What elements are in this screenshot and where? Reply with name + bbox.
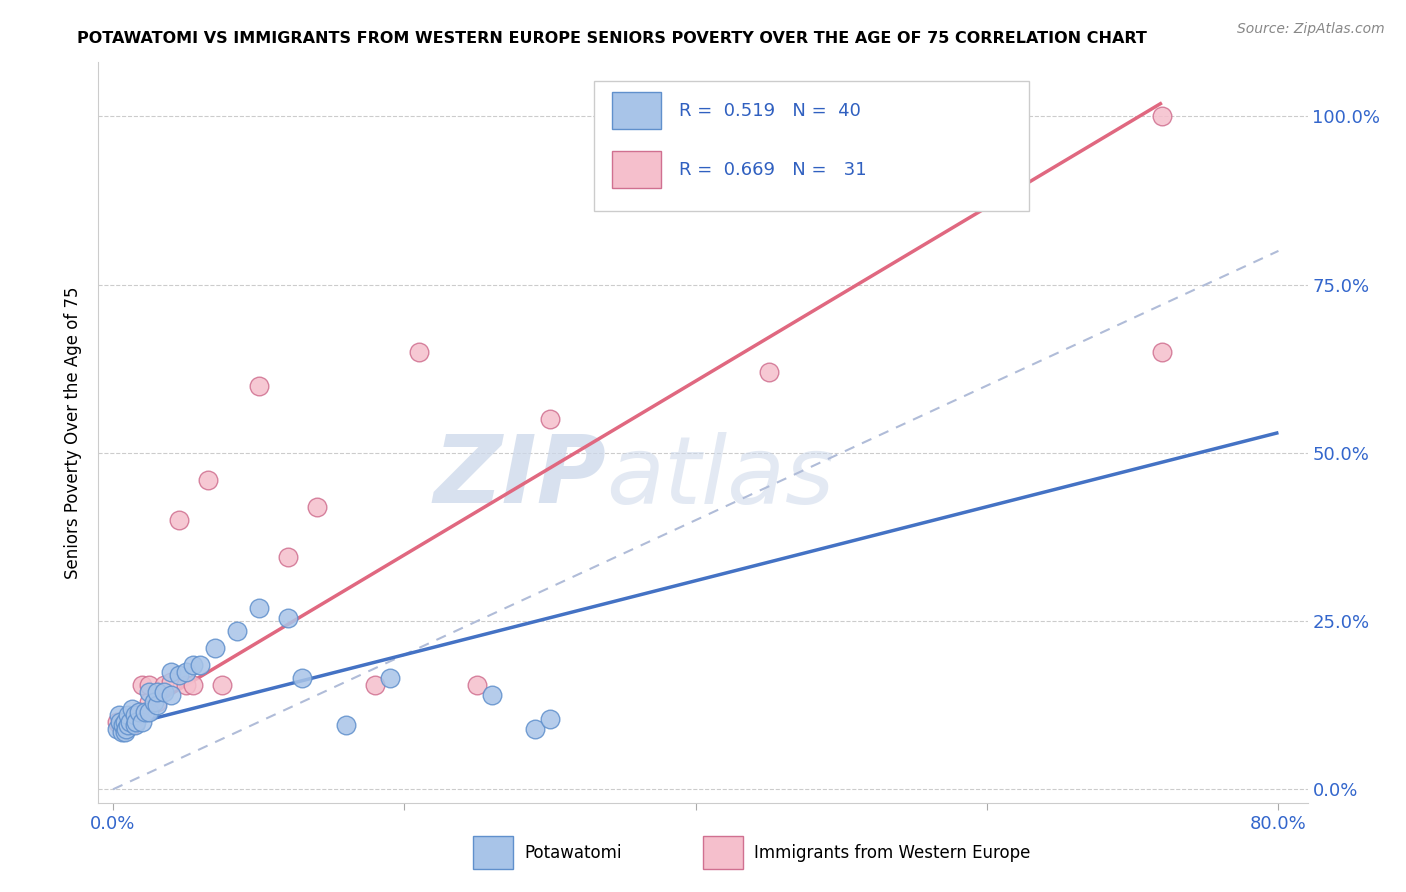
Point (134, 705, 156, 719)
Point (131, 678, 153, 692)
Point (225, 624, 247, 639)
Point (524, 722, 547, 736)
Point (335, 718, 357, 732)
Point (124, 708, 146, 723)
Point (160, 688, 183, 702)
Bar (703, 836, 742, 870)
Point (124, 718, 146, 732)
Point (117, 708, 139, 723)
Point (247, 378, 270, 392)
Text: atlas: atlas (606, 432, 835, 523)
Point (538, 712, 561, 726)
Point (125, 714, 148, 729)
Point (117, 718, 139, 732)
Point (364, 678, 387, 692)
Point (758, 365, 780, 379)
Point (277, 611, 299, 625)
Point (167, 513, 190, 527)
Point (131, 714, 153, 729)
Point (190, 657, 212, 672)
Point (1150, 109, 1173, 123)
Point (121, 701, 143, 715)
Point (408, 344, 430, 359)
Point (120, 714, 142, 729)
Point (138, 685, 160, 699)
Text: R =  0.669   N =   31: R = 0.669 N = 31 (679, 161, 866, 178)
Point (138, 678, 160, 692)
Point (174, 678, 197, 692)
Point (110, 714, 132, 729)
Point (153, 678, 176, 692)
Text: POTAWATOMI VS IMMIGRANTS FROM WESTERN EUROPE SENIORS POVERTY OVER THE AGE OF 75 : POTAWATOMI VS IMMIGRANTS FROM WESTERN EU… (77, 31, 1147, 46)
Y-axis label: Seniors Poverty Over the Age of 75: Seniors Poverty Over the Age of 75 (65, 286, 83, 579)
Bar (613, 152, 661, 188)
Point (204, 640, 226, 655)
Point (138, 705, 160, 719)
Point (1150, 344, 1173, 359)
Point (305, 500, 328, 514)
Point (114, 722, 136, 736)
Point (128, 705, 150, 719)
Point (108, 708, 131, 723)
Point (145, 698, 167, 713)
Point (211, 678, 233, 692)
Point (378, 671, 401, 685)
Point (465, 678, 488, 692)
Text: Immigrants from Western Europe: Immigrants from Western Europe (754, 844, 1031, 863)
Point (145, 685, 167, 699)
Point (105, 714, 128, 729)
Point (291, 671, 314, 685)
Point (110, 718, 132, 732)
Point (160, 665, 183, 679)
Point (115, 722, 138, 736)
Point (112, 718, 135, 732)
Point (114, 725, 136, 739)
Text: R =  0.519   N =  40: R = 0.519 N = 40 (679, 102, 860, 120)
Point (167, 668, 190, 682)
Point (197, 473, 219, 487)
Point (121, 718, 143, 732)
Point (128, 705, 150, 719)
Point (277, 550, 299, 565)
Point (153, 685, 176, 699)
Point (112, 718, 135, 732)
Bar (474, 836, 513, 870)
Text: Source: ZipAtlas.com: Source: ZipAtlas.com (1237, 22, 1385, 37)
Bar (613, 92, 661, 129)
Point (181, 678, 204, 692)
Point (247, 600, 270, 615)
Point (160, 674, 183, 689)
Point (538, 412, 561, 426)
FancyBboxPatch shape (595, 81, 1029, 211)
Point (138, 695, 160, 709)
Point (181, 657, 204, 672)
Point (481, 688, 503, 702)
Point (117, 714, 139, 729)
Point (114, 714, 136, 729)
Point (174, 665, 197, 679)
Point (105, 722, 128, 736)
Point (145, 695, 167, 709)
Point (111, 725, 134, 739)
Text: ZIP: ZIP (433, 431, 606, 523)
Point (131, 705, 153, 719)
Text: Potawatomi: Potawatomi (524, 844, 621, 863)
Point (142, 695, 165, 709)
Point (124, 714, 146, 729)
Point (120, 712, 142, 726)
